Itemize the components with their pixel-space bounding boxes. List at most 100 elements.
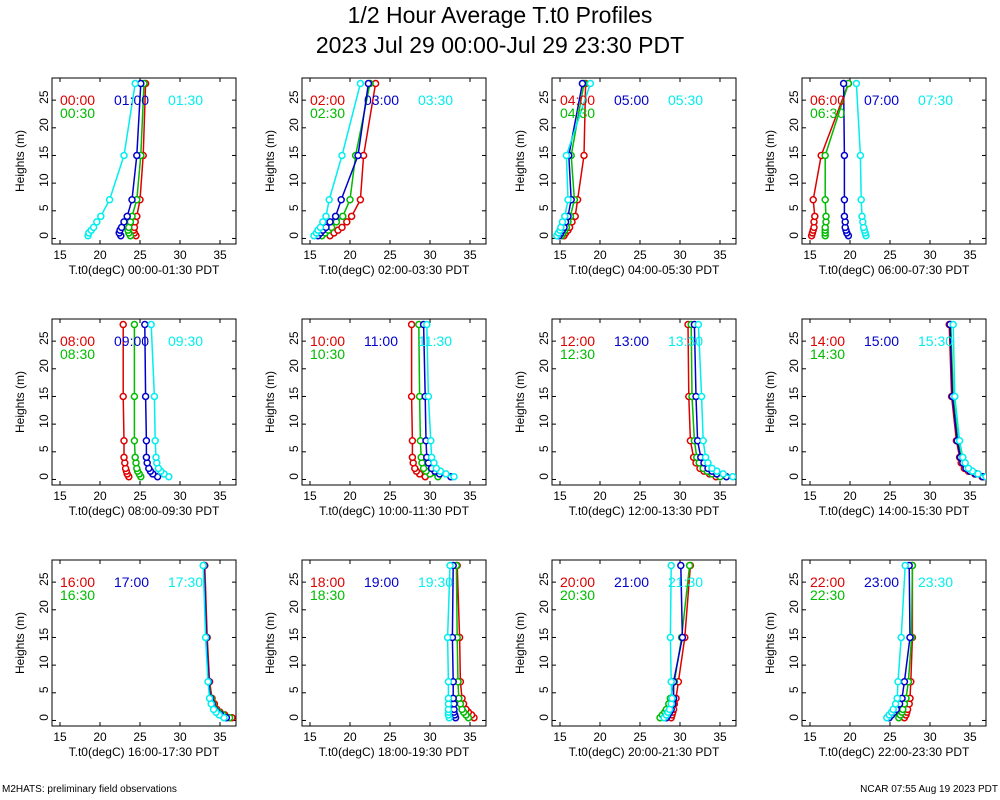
y-tick-label: 10 bbox=[37, 173, 51, 187]
data-point bbox=[444, 694, 453, 703]
y-tick-label: 10 bbox=[787, 173, 801, 187]
legend-label: 17:00 bbox=[114, 574, 149, 590]
y-tick-label: 5 bbox=[37, 445, 51, 452]
x-tick-label: 25 bbox=[883, 730, 897, 744]
x-axis-label: T.t0(degC) 16:00-17:30 PDT bbox=[69, 745, 220, 759]
y-tick-label: 10 bbox=[287, 414, 301, 428]
y-tick-label: 20 bbox=[287, 118, 301, 132]
data-point bbox=[701, 453, 710, 462]
legend-label: 21:30 bbox=[668, 574, 703, 590]
data-point bbox=[147, 320, 155, 329]
legend-label: 20:30 bbox=[560, 587, 595, 603]
profile-panel-10: 15 20 25 30 35 0 5 10 15 20 25 Heights (m) T.t0(degC… bbox=[263, 559, 487, 759]
x-axis-label: T.t0(degC) 10:00-11:30 PDT bbox=[319, 504, 470, 518]
series-group bbox=[443, 561, 478, 722]
y-tick-label: 0 bbox=[287, 473, 301, 480]
x-tick-label: 15 bbox=[553, 248, 567, 262]
y-tick-label: 5 bbox=[787, 204, 801, 211]
data-point bbox=[120, 436, 128, 445]
y-axis-label: Heights (m) bbox=[263, 612, 277, 674]
data-point bbox=[339, 212, 347, 221]
legend-label: 23:30 bbox=[918, 574, 953, 590]
legend-label: 13:30 bbox=[668, 333, 703, 349]
legend-label: 06:00 bbox=[810, 92, 845, 108]
legend-label: 16:30 bbox=[60, 587, 95, 603]
data-point bbox=[131, 79, 139, 88]
legend-label: 18:30 bbox=[310, 587, 345, 603]
data-point bbox=[152, 453, 160, 462]
y-tick-label: 5 bbox=[537, 204, 551, 211]
data-point bbox=[667, 677, 675, 686]
plot-frame bbox=[801, 318, 987, 486]
x-tick-label: 35 bbox=[213, 489, 227, 503]
plot-frame bbox=[301, 318, 487, 486]
data-point bbox=[450, 472, 458, 481]
y-tick-label: 25 bbox=[787, 90, 801, 104]
data-point bbox=[199, 561, 207, 570]
x-tick-label: 35 bbox=[463, 489, 477, 503]
data-point bbox=[858, 212, 866, 221]
y-tick-label: 0 bbox=[37, 714, 51, 721]
y-tick-label: 5 bbox=[287, 204, 301, 211]
data-point bbox=[667, 561, 675, 570]
x-axis-label: T.t0(degC) 14:00-15:30 PDT bbox=[819, 504, 970, 518]
y-tick-label: 5 bbox=[537, 686, 551, 693]
y-tick-label: 25 bbox=[287, 90, 301, 104]
y-tick-label: 5 bbox=[537, 445, 551, 452]
x-tick-label: 30 bbox=[423, 489, 437, 503]
data-point bbox=[424, 392, 433, 401]
legend-label: 22:30 bbox=[810, 587, 845, 603]
x-tick-label: 35 bbox=[463, 248, 477, 262]
y-tick-label: 0 bbox=[787, 473, 801, 480]
x-tick-label: 35 bbox=[713, 248, 727, 262]
data-point bbox=[443, 633, 452, 642]
x-tick-label: 25 bbox=[133, 489, 147, 503]
x-tick-label: 25 bbox=[883, 248, 897, 262]
y-tick-label: 20 bbox=[37, 600, 51, 614]
legend-label: 15:00 bbox=[864, 333, 899, 349]
data-point bbox=[319, 218, 327, 226]
legend-label: 10:30 bbox=[310, 346, 345, 362]
legend-label: 05:30 bbox=[668, 92, 703, 108]
series-group bbox=[684, 320, 736, 481]
x-tick-label: 25 bbox=[133, 730, 147, 744]
y-tick-label: 0 bbox=[287, 714, 301, 721]
y-tick-label: 25 bbox=[287, 331, 301, 345]
y-tick-label: 20 bbox=[537, 359, 551, 373]
x-tick-label: 25 bbox=[383, 248, 397, 262]
legend-label: 04:30 bbox=[560, 105, 595, 121]
data-point bbox=[809, 195, 817, 204]
legend-label: 18:00 bbox=[310, 574, 345, 590]
y-tick-label: 20 bbox=[787, 359, 801, 373]
x-tick-label: 15 bbox=[303, 248, 317, 262]
y-tick-label: 5 bbox=[787, 686, 801, 693]
data-point bbox=[346, 195, 354, 204]
data-point bbox=[322, 212, 330, 221]
data-point bbox=[356, 79, 365, 88]
data-point bbox=[150, 392, 159, 401]
y-tick-label: 5 bbox=[287, 686, 301, 693]
x-tick-label: 25 bbox=[883, 489, 897, 503]
y-tick-label: 15 bbox=[37, 627, 51, 641]
legend-label: 11:30 bbox=[418, 333, 452, 349]
y-tick-label: 15 bbox=[787, 386, 801, 400]
x-tick-label: 20 bbox=[93, 248, 107, 262]
profile-panel-8: 15 20 25 30 35 0 5 10 15 20 25 Heights (m) T.t0(degC… bbox=[763, 318, 987, 518]
x-axis-label: T.t0(degC) 20:00-21:30 PDT bbox=[569, 745, 720, 759]
y-tick-label: 10 bbox=[537, 173, 551, 187]
data-point bbox=[677, 561, 685, 570]
data-point bbox=[205, 694, 214, 703]
y-axis-label: Heights (m) bbox=[13, 371, 27, 433]
data-point bbox=[93, 218, 101, 226]
data-point bbox=[578, 79, 587, 88]
x-tick-label: 35 bbox=[713, 730, 727, 744]
data-point bbox=[580, 151, 588, 160]
y-tick-label: 25 bbox=[37, 331, 51, 345]
data-point bbox=[974, 470, 982, 478]
series-line-1330 bbox=[697, 324, 734, 478]
y-tick-label: 20 bbox=[537, 600, 551, 614]
x-tick-label: 15 bbox=[803, 248, 817, 262]
y-tick-label: 5 bbox=[287, 445, 301, 452]
legend-label: 23:00 bbox=[864, 574, 899, 590]
